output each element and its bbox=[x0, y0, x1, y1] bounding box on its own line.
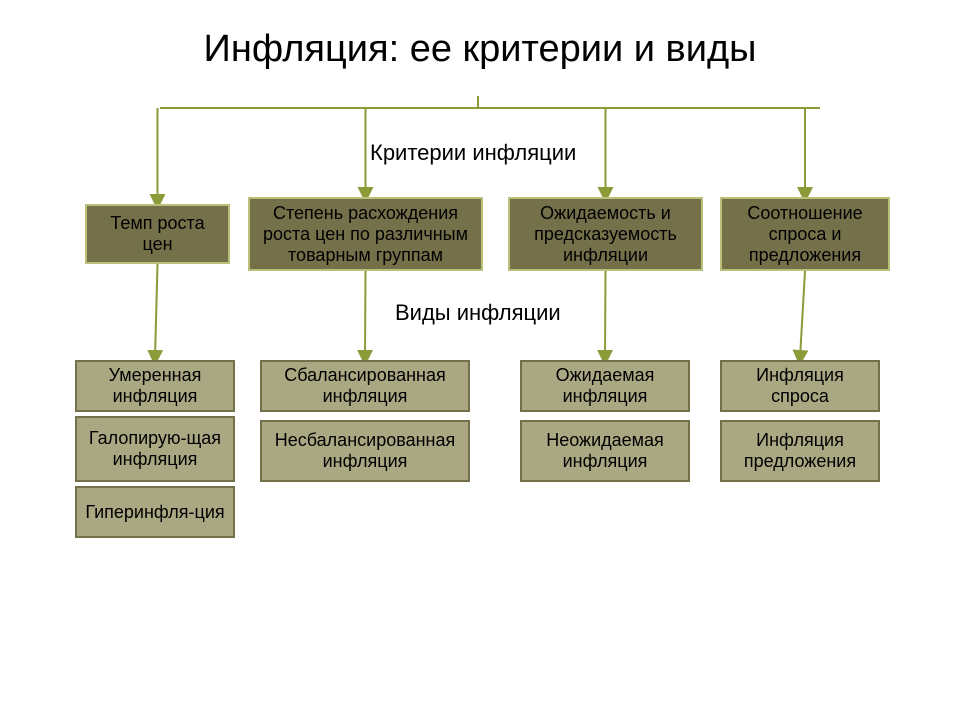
type-box-type-moderate: Умеренная инфляция bbox=[75, 360, 235, 412]
criteria-box-crit-tempo: Темп роста цен bbox=[85, 204, 230, 264]
type-box-type-unbalanced: Несбалансированная инфляция bbox=[260, 420, 470, 482]
type-box-type-demand: Инфляция спроса bbox=[720, 360, 880, 412]
criteria-box-crit-expect: Ожидаемость и предсказуемость инфляции bbox=[508, 197, 703, 271]
criteria-box-crit-supply: Соотношение спроса и предложения bbox=[720, 197, 890, 271]
type-box-type-gallop: Галопирую-щая инфляция bbox=[75, 416, 235, 482]
type-box-type-hyper: Гиперинфля-ция bbox=[75, 486, 235, 538]
type-box-type-unexpected: Неожидаемая инфляция bbox=[520, 420, 690, 482]
subtitle-types: Виды инфляции bbox=[395, 300, 561, 326]
type-box-type-supply: Инфляция предложения bbox=[720, 420, 880, 482]
criteria-box-crit-diverge: Степень расхождения роста цен по различн… bbox=[248, 197, 483, 271]
type-box-type-expected: Ожидаемая инфляция bbox=[520, 360, 690, 412]
subtitle-criteria: Критерии инфляции bbox=[370, 140, 576, 166]
type-box-type-balanced: Сбалансированная инфляция bbox=[260, 360, 470, 412]
page-title: Инфляция: ее критерии и виды bbox=[0, 28, 960, 71]
